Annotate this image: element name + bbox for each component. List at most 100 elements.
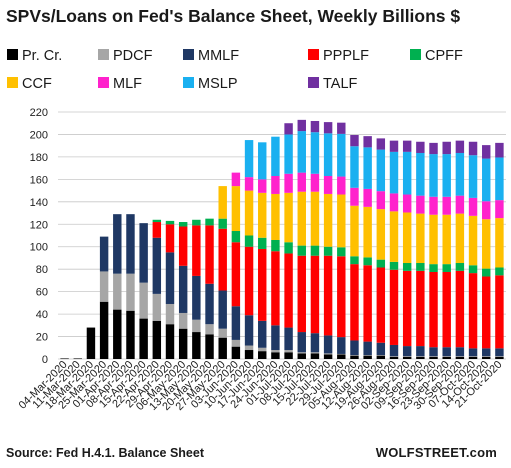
y-tick-label: 40 (36, 309, 48, 321)
bar-segment (231, 306, 241, 340)
bar-segment (205, 334, 214, 359)
bar-segment (376, 259, 386, 268)
bar-segment (337, 247, 346, 257)
bar-segment (429, 264, 438, 272)
bar-segment (495, 356, 504, 359)
bar-segment (455, 140, 465, 153)
bar-segment (337, 176, 346, 195)
legend-swatch (7, 49, 18, 60)
bar-segment (297, 172, 306, 192)
bar-segment (363, 147, 372, 189)
bar-segment (271, 251, 280, 326)
bar-segment (402, 212, 412, 264)
bar-segment (337, 256, 346, 338)
bar-segment (337, 194, 346, 248)
bar-segment (429, 347, 438, 357)
y-tick-label: 220 (30, 107, 48, 119)
bar-segment (495, 157, 504, 201)
bar-segment (178, 328, 188, 359)
bar-segment (455, 356, 465, 359)
bar-segment (455, 213, 465, 264)
bar-segment (389, 269, 399, 345)
bar-segment (363, 265, 372, 342)
bar-segment (165, 324, 175, 359)
bar-segment (376, 267, 386, 343)
bar-segment (152, 219, 162, 223)
bar-segment (244, 177, 254, 191)
legend-label: MMLF (198, 48, 239, 64)
bar-segment (363, 341, 372, 356)
y-tick-label: 140 (30, 197, 48, 209)
bar-segment (337, 354, 346, 359)
bar-segment (86, 327, 96, 359)
bar-segment (258, 320, 267, 348)
bar-segment (126, 214, 135, 274)
bar-segment (455, 152, 465, 196)
bar-segment (178, 265, 188, 313)
bar-segment (231, 242, 241, 307)
bar-segment (376, 355, 386, 359)
bar-segment (178, 226, 188, 266)
bar-segment (152, 237, 162, 294)
bar-segment (402, 194, 412, 213)
bar-segment (323, 246, 333, 256)
bar-segment (218, 218, 227, 229)
bar-segment (416, 152, 425, 196)
bar-segment (323, 193, 333, 247)
bar-segment (482, 201, 491, 220)
bar-segment (244, 345, 254, 351)
bar-segment (350, 256, 359, 265)
legend-label: PDCF (113, 48, 153, 64)
legend-swatch (308, 49, 319, 60)
bar-segment (323, 353, 333, 355)
bar-segment (218, 228, 227, 291)
bar-segment (310, 353, 320, 359)
bar-segment (363, 188, 372, 207)
y-tick-label: 0 (42, 354, 48, 366)
bar-segment (389, 356, 399, 357)
bar-segment (337, 133, 346, 177)
bar-segment (244, 246, 254, 316)
bar-segment (139, 318, 148, 359)
bar-segment (310, 255, 320, 334)
bar-segment (442, 356, 451, 359)
bar-segment (376, 342, 386, 356)
bar-segment (402, 263, 412, 271)
bar-segment (192, 319, 201, 333)
bar-segment (389, 261, 399, 270)
bar-segment (205, 283, 214, 325)
bar-segment (139, 282, 148, 319)
bar-segment (376, 355, 386, 356)
bar-segment (482, 276, 491, 349)
bar-segment (482, 268, 491, 277)
bar-segment (350, 135, 359, 147)
bar-segment (258, 347, 267, 352)
bar-segment (468, 141, 478, 156)
bar-segment (297, 332, 306, 353)
bar-segment (389, 344, 399, 357)
bar-segment (284, 242, 293, 254)
bar-segment (468, 215, 478, 266)
bar-segment (416, 263, 425, 271)
bar-segment (468, 356, 478, 357)
bar-segment (350, 264, 359, 341)
bar-segment (323, 354, 333, 359)
bar-segment (165, 224, 175, 253)
bar-segment (139, 223, 148, 283)
bar-segment (178, 222, 188, 227)
bar-segment (350, 355, 359, 356)
bar-segment (337, 353, 346, 355)
bar-segment (468, 197, 478, 216)
bar-segment (495, 348, 504, 357)
bar-segment (113, 309, 122, 359)
bar-segment (429, 356, 438, 357)
bar-segment (126, 273, 135, 311)
bar-segment (284, 192, 293, 243)
y-tick-label: 120 (30, 219, 48, 231)
bar-segment (205, 218, 214, 226)
bar-segment (218, 337, 227, 359)
legend-swatch (7, 77, 18, 88)
bar-segment (231, 172, 241, 187)
legend-swatch (183, 77, 194, 88)
